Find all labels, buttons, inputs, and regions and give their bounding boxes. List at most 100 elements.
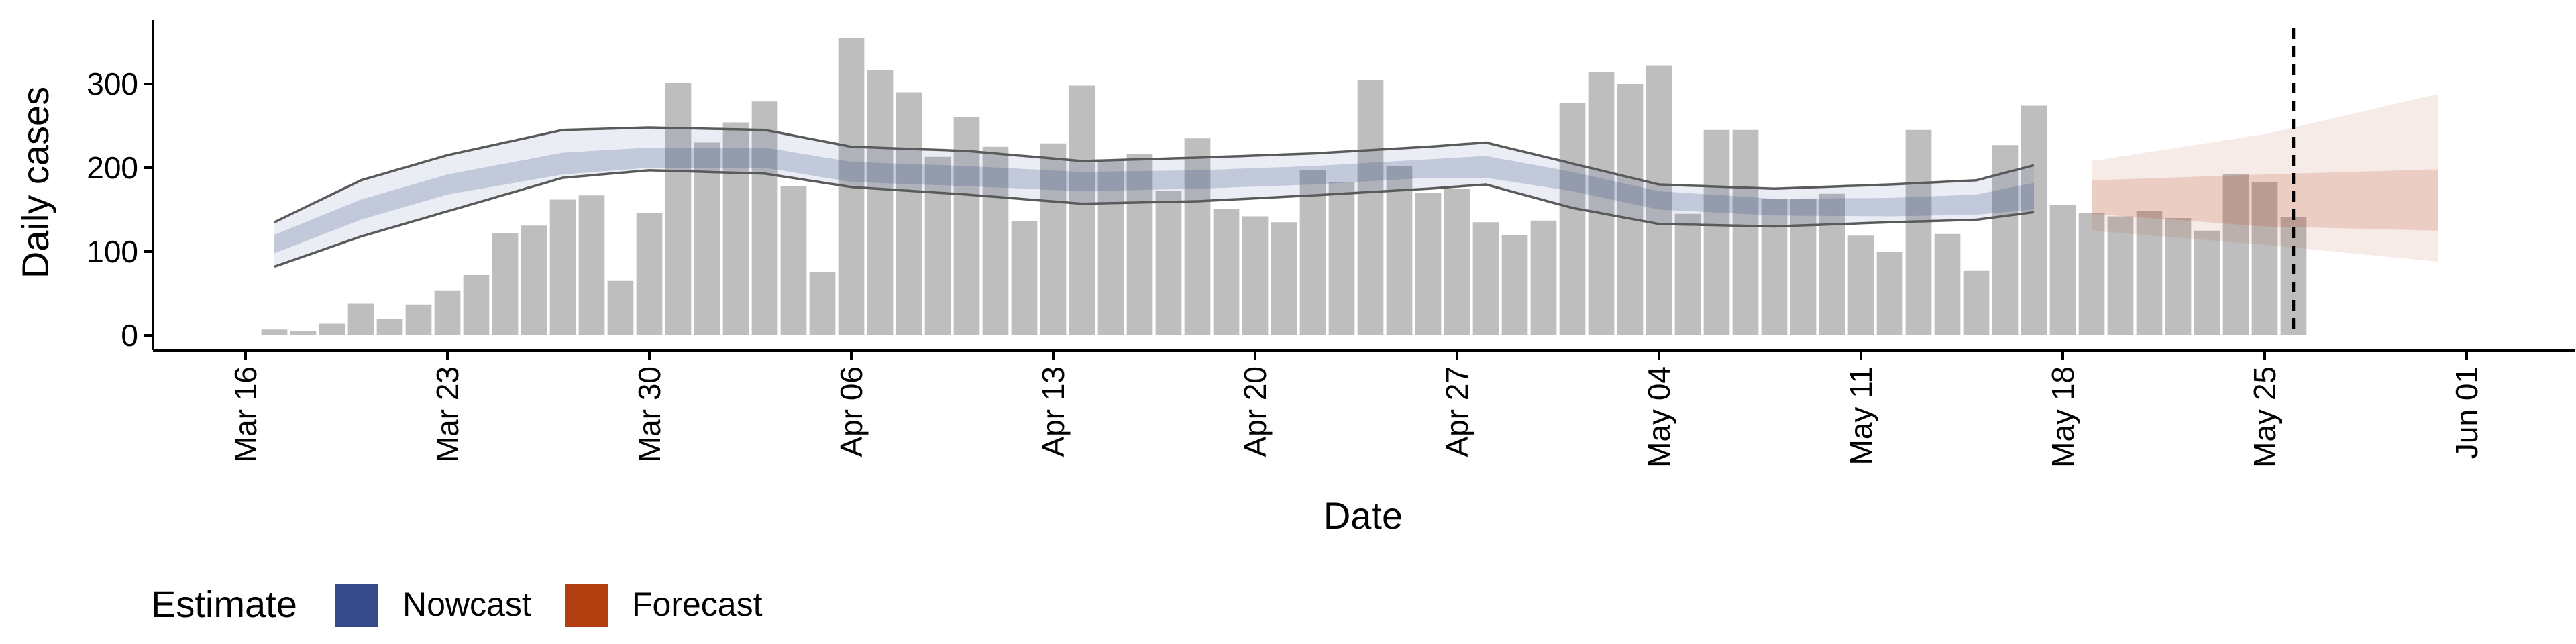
nowcast-upper-line (274, 126, 2035, 223)
x-axis-label: Date (1324, 494, 1403, 537)
bar (492, 233, 519, 335)
x-tick-label: May 04 (1642, 366, 1676, 468)
bar (1819, 193, 1845, 335)
bar (1559, 103, 1586, 335)
bar (1097, 159, 1124, 335)
bar (722, 122, 749, 335)
nowcast-lower-line (274, 169, 2035, 268)
bar (521, 225, 547, 335)
bar (434, 290, 461, 335)
bar (1069, 85, 1095, 335)
bar (867, 70, 894, 335)
y-tick-label: 200 (87, 150, 138, 185)
bar (1242, 216, 1269, 335)
bar (1386, 166, 1413, 335)
legend-label-forecast: Forecast (632, 586, 763, 623)
legend-swatch-nowcast (335, 584, 378, 627)
bar (1126, 154, 1153, 335)
bar (2194, 230, 2220, 335)
legend-label-nowcast: Nowcast (402, 586, 531, 623)
bar (953, 117, 980, 335)
band-series (274, 94, 2438, 268)
bar (1357, 80, 1384, 335)
bar (1934, 233, 1961, 335)
x-tick-label: May 18 (2045, 366, 2080, 468)
bar (1155, 191, 1182, 335)
bar (1761, 199, 1788, 335)
bar (1530, 220, 1557, 335)
bar (1646, 65, 1672, 335)
nowcast-outer-band (274, 127, 2034, 267)
bar (896, 92, 922, 335)
legend-title: Estimate (151, 583, 297, 625)
bar (2251, 182, 2278, 335)
bar (578, 195, 605, 335)
y-tick-label: 0 (121, 318, 138, 353)
bar (1184, 138, 1211, 335)
x-tick-label: Mar 23 (430, 366, 465, 462)
bar (1040, 143, 1067, 335)
bar (924, 156, 951, 335)
bar (1328, 182, 1355, 335)
bar (751, 101, 778, 335)
bar (2222, 174, 2249, 335)
legend: Estimate Nowcast Forecast (151, 583, 763, 627)
bar-series (261, 38, 2307, 335)
bar (1444, 189, 1470, 335)
bar (290, 331, 317, 335)
forecast-outer-band (2092, 94, 2438, 262)
bar (376, 319, 403, 335)
x-tick-label: Mar 30 (632, 366, 667, 462)
bar (1790, 199, 1817, 335)
bar (607, 280, 634, 335)
bar (1963, 270, 1990, 335)
bar (780, 186, 807, 335)
bar (809, 272, 836, 335)
nowcast-inner-band (274, 148, 2034, 254)
x-tick-label: Apr 06 (834, 366, 869, 458)
y-tick-label: 100 (87, 234, 138, 269)
bar (319, 323, 345, 335)
x-tick-label: May 11 (1843, 366, 1878, 465)
bar (2136, 211, 2163, 335)
bar (2107, 216, 2134, 335)
bar (1588, 72, 1615, 335)
bar (1992, 145, 2019, 335)
bar (1732, 129, 1759, 335)
bar (1847, 235, 1874, 335)
x-tick-label: Apr 13 (1036, 366, 1071, 458)
bar (2165, 218, 2192, 335)
bar (1472, 222, 1499, 335)
x-tick-label: Apr 27 (1440, 366, 1474, 458)
legend-swatch-forecast (565, 584, 608, 627)
bar (982, 146, 1009, 335)
bar (1213, 209, 1240, 335)
x-tick-label: Mar 16 (228, 366, 263, 462)
bar (463, 275, 490, 335)
bar (665, 83, 692, 335)
bar (347, 303, 374, 335)
forecast-inner-band (2092, 169, 2438, 231)
bar (1876, 252, 1903, 335)
bar (405, 304, 432, 335)
bar (2021, 105, 2047, 335)
bar (1617, 84, 1644, 335)
bar (1501, 235, 1528, 335)
axes: 0 100 200 300 Mar 16 Mar 23 Mar 30 Apr 06 Apr 13… (87, 20, 2575, 468)
bar (2049, 205, 2076, 335)
bar (1905, 129, 1932, 335)
bar (2078, 213, 2105, 335)
y-axis-label: Daily cases (14, 87, 56, 278)
y-tick-label: 300 (87, 66, 138, 101)
bar (549, 199, 576, 335)
x-tick-label: Apr 20 (1238, 366, 1273, 458)
bar (1011, 221, 1038, 335)
bar (636, 213, 663, 335)
bar (1299, 170, 1326, 335)
x-tick-label: Jun 01 (2449, 366, 2484, 459)
x-tick-label: May 25 (2247, 366, 2282, 468)
bar (694, 142, 720, 335)
bar (261, 329, 288, 335)
bar (1703, 129, 1730, 335)
